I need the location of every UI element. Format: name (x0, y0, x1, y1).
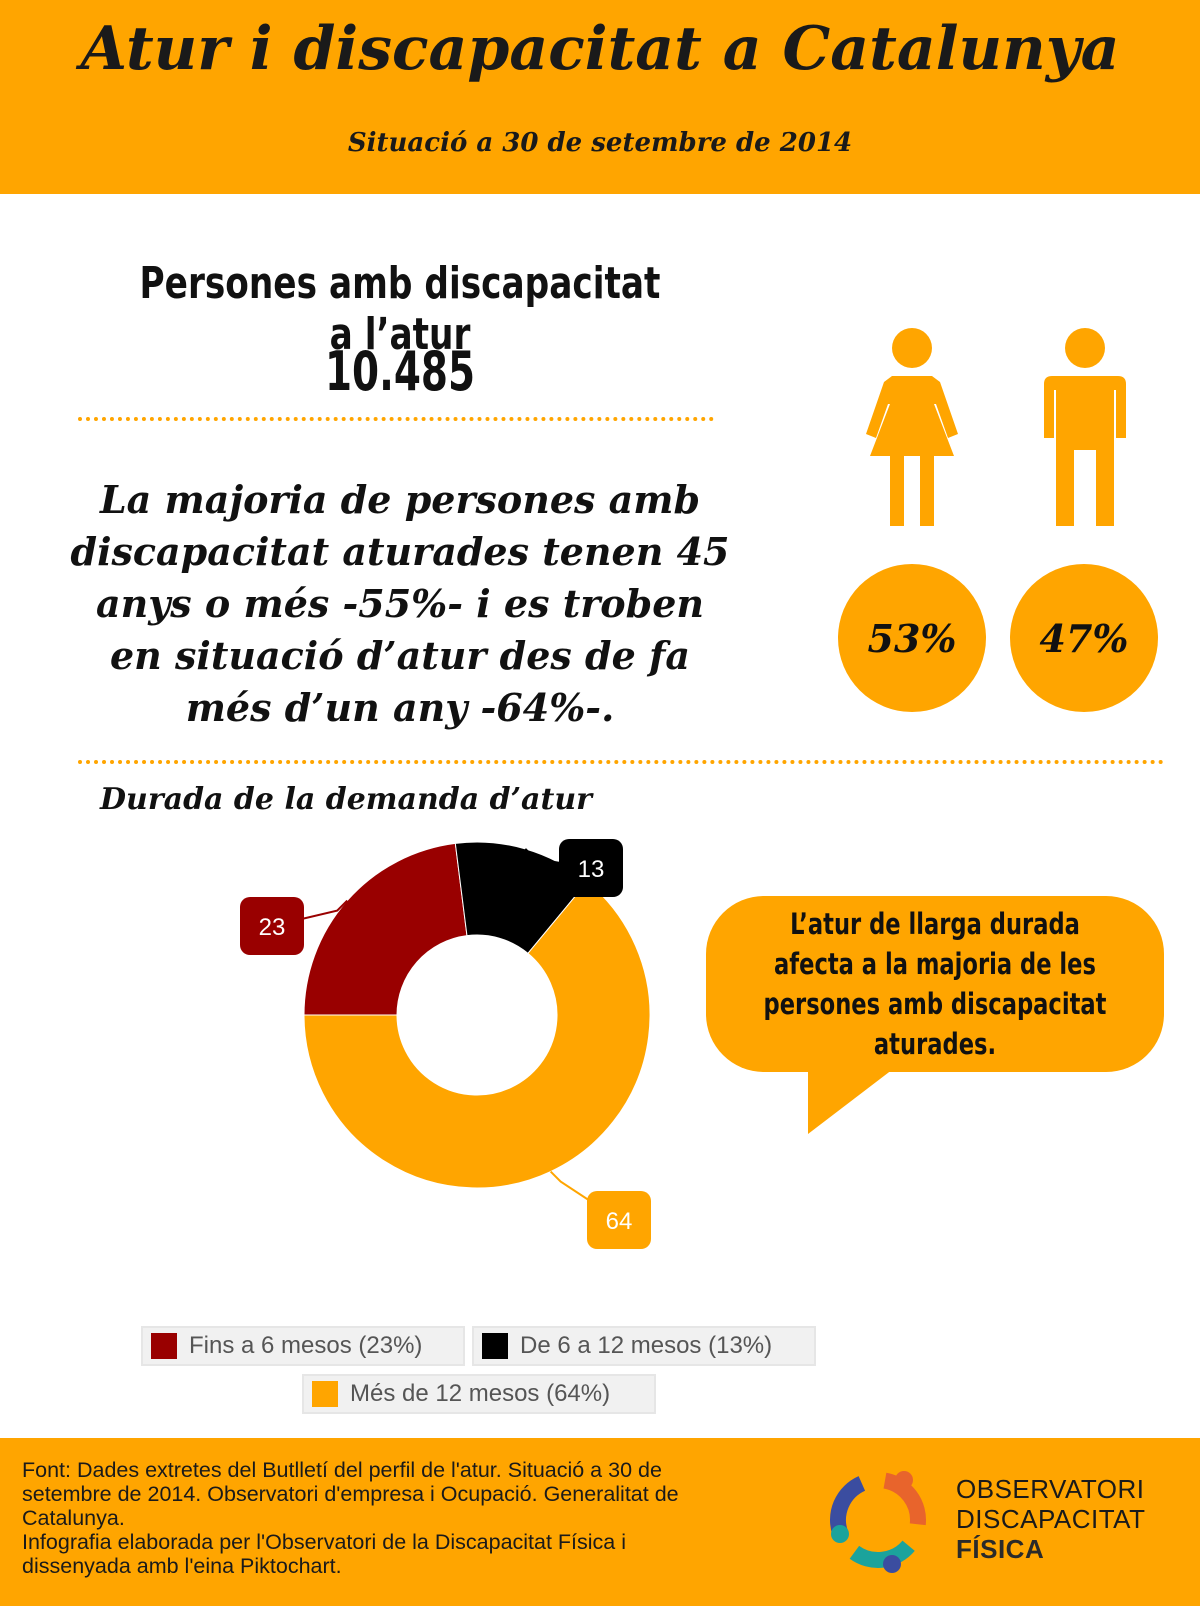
observatori-logo-text: OBSERVATORI DISCAPACITAT FÍSICA (956, 1474, 1145, 1564)
man-icon (1044, 328, 1126, 526)
source-line-2: Catalunya. (22, 1506, 125, 1530)
section-title: Durada de la demanda d’atur (100, 782, 592, 817)
main-statement: La majoria de persones amb discapacitat … (70, 477, 730, 730)
legend-item-1: De 6 a 12 mesos (13%) (472, 1326, 816, 1366)
donut-slice-2 (303, 880, 651, 1189)
data-label-2: 64 (606, 1208, 633, 1235)
man-percentage: 47% (1010, 564, 1158, 712)
legend-swatch-0 (151, 1333, 177, 1359)
data-label-box-2 (587, 1191, 651, 1249)
footer: Font: Dades extretes del Butlletí del pe… (0, 1438, 1200, 1606)
observatori-logo-icon (830, 1471, 926, 1573)
legend-label-0: Fins a 6 mesos (23%) (189, 1332, 423, 1359)
page-subtitle: Situació a 30 de setembre de 2014 (347, 128, 853, 158)
woman-icon (866, 328, 958, 526)
divider-top (78, 417, 714, 421)
logo-line-1: OBSERVATORI (956, 1474, 1145, 1504)
legend-item-0: Fins a 6 mesos (23%) (141, 1326, 465, 1366)
source-line-0: Font: Dades extretes del Butlletí del pe… (22, 1458, 662, 1482)
divider-middle (78, 760, 1164, 764)
woman-percentage: 53% (838, 564, 986, 712)
data-label-1: 13 (578, 856, 605, 883)
data-label-0: 23 (259, 914, 286, 941)
legend-item-2: Més de 12 mesos (64%) (302, 1374, 656, 1414)
donut-slice-0 (303, 842, 468, 1016)
header-banner: Atur i discapacitat a Catalunya Situació… (0, 0, 1200, 194)
data-label-box-0 (240, 897, 304, 955)
speech-bubble: L’atur de llarga durada afecta a la majo… (706, 896, 1164, 1072)
bubble-text: L’atur de llarga durada afecta a la majo… (763, 907, 1107, 1061)
legend-swatch-1 (482, 1333, 508, 1359)
source-note: Font: Dades extretes del Butlletí del pe… (22, 1458, 802, 1578)
logo-line-2: DISCAPACITAT (956, 1504, 1146, 1534)
page-title: Atur i discapacitat a Catalunya (80, 14, 1120, 84)
source-line-1: setembre de 2014. Observatori d'empresa … (22, 1482, 679, 1506)
legend-label-1: De 6 a 12 mesos (13%) (520, 1332, 773, 1359)
stat-value: 10.485 (324, 340, 476, 403)
data-label-box-1 (559, 839, 623, 897)
donut-chart: 23 13 64 (240, 839, 651, 1249)
legend-swatch-2 (312, 1381, 338, 1407)
logo-line-3: FÍSICA (956, 1534, 1045, 1564)
source-line-4: dissenyada amb l'eina Piktochart. (22, 1554, 342, 1578)
source-line-3: Infografia elaborada per l'Observatori d… (22, 1530, 627, 1554)
legend-label-2: Més de 12 mesos (64%) (350, 1380, 611, 1407)
stat-label: Persones amb discapacitat a l’atur (139, 258, 661, 360)
